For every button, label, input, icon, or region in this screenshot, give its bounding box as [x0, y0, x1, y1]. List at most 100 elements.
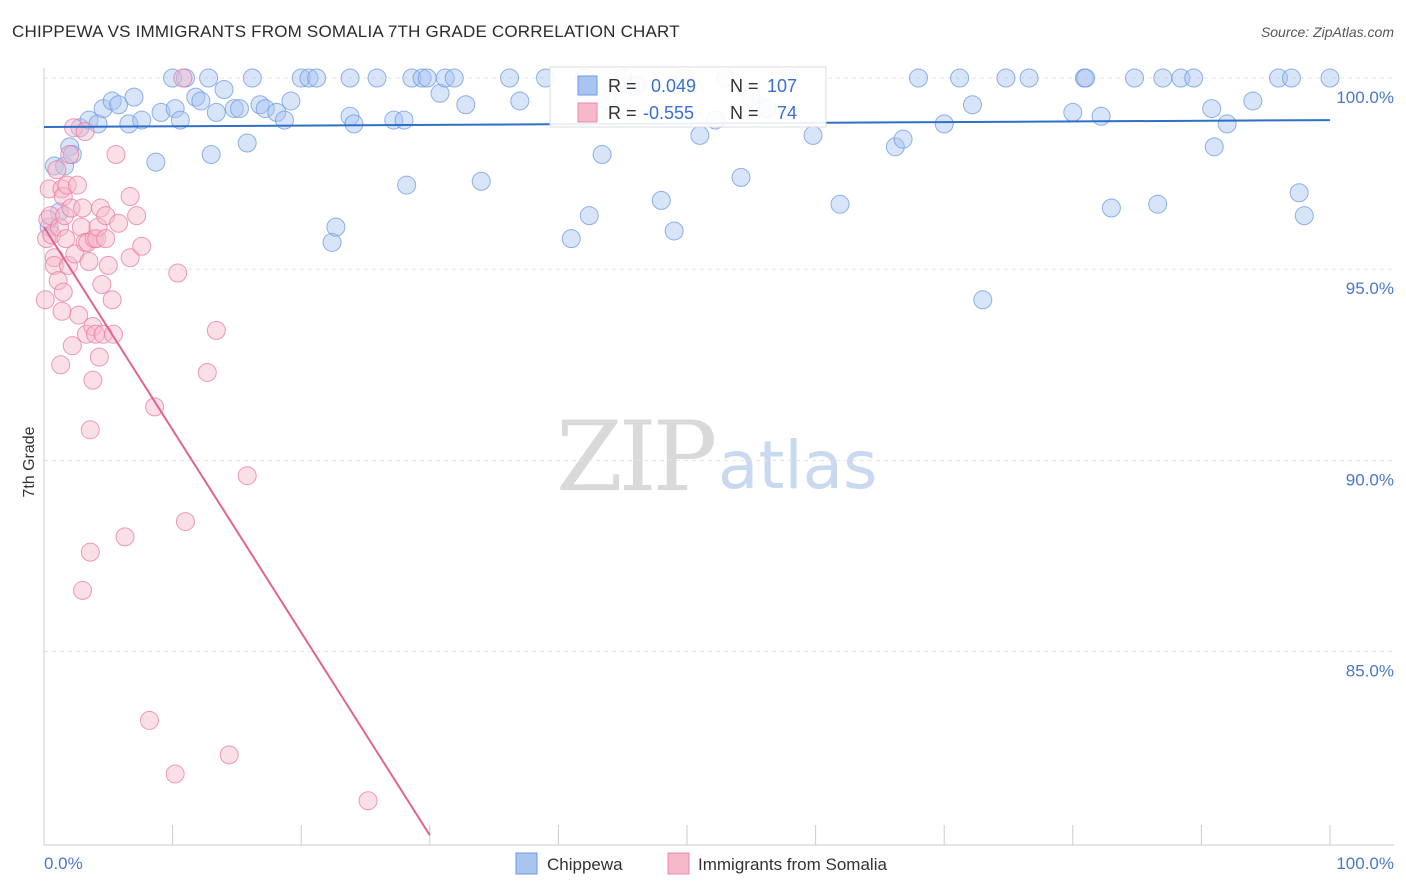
chippewa-point	[199, 68, 219, 88]
somalia-point	[98, 255, 118, 275]
bottom-legend-label-somalia: Immigrants from Somalia	[698, 855, 887, 874]
chippewa-point	[962, 95, 982, 115]
somalia-point	[127, 206, 147, 226]
chippewa-point	[664, 221, 684, 241]
y-tick-label: 90.0%	[1346, 470, 1394, 489]
chippewa-point	[186, 87, 206, 107]
bottom-legend-label-chippewa: Chippewa	[547, 855, 623, 874]
somalia-point	[73, 198, 93, 218]
bottom-legend-swatch-somalia	[667, 852, 690, 875]
chippewa-point	[109, 95, 129, 115]
somalia-point	[57, 175, 77, 195]
somalia-point	[49, 217, 69, 237]
chippewa-point	[996, 68, 1016, 88]
chippewa-point	[250, 95, 270, 115]
chippewa-point	[412, 68, 432, 88]
somalia-point	[73, 580, 93, 600]
chippewa-point	[471, 171, 491, 191]
legend-r-value-chippewa: 0.049	[651, 76, 696, 96]
legend-r-label-chippewa: R =	[608, 76, 637, 96]
somalia-point	[80, 542, 100, 562]
somalia-point	[358, 791, 378, 811]
chippewa-point	[651, 190, 671, 210]
somalia-point	[47, 160, 67, 180]
chippewa-point	[893, 129, 913, 149]
chippewa-point	[908, 68, 928, 88]
chippewa-point	[151, 102, 171, 122]
chippewa-point	[1294, 206, 1314, 226]
somalia-point	[139, 710, 159, 730]
legend-swatch-somalia	[577, 102, 598, 123]
chippewa-point	[394, 110, 414, 130]
somalia-point	[55, 206, 75, 226]
chippewa-point	[500, 68, 520, 88]
chippewa-point	[165, 99, 185, 119]
chippewa-point	[417, 68, 437, 88]
chippewa-point	[402, 68, 422, 88]
somalia-point	[165, 764, 185, 784]
somalia-point	[51, 355, 71, 375]
chippewa-point	[1153, 68, 1173, 88]
y-axis-title: 7th Grade	[21, 426, 38, 497]
somalia-point	[237, 466, 257, 486]
chippewa-point	[1184, 68, 1204, 88]
chippewa-point	[1202, 99, 1222, 119]
chippewa-point	[1217, 114, 1237, 134]
somalia-point	[69, 305, 89, 325]
x-tick-label-min: 0.0%	[44, 854, 83, 873]
somalia-point	[80, 420, 100, 440]
chippewa-point	[119, 114, 139, 134]
chippewa-point	[579, 206, 599, 226]
source-credit: Source: ZipAtlas.com	[1260, 24, 1394, 40]
legend-n-value-chippewa: 107	[767, 76, 797, 96]
chippewa-point	[191, 91, 211, 111]
chippewa-point	[206, 102, 226, 122]
chippewa-point	[124, 87, 144, 107]
somalia-point	[75, 122, 95, 142]
legend-r-value-somalia: -0.555	[643, 103, 694, 123]
chippewa-point	[224, 99, 244, 119]
chippewa-point	[1289, 183, 1309, 203]
chippewa-point	[1091, 106, 1111, 126]
somalia-point	[61, 198, 81, 218]
somalia-point	[79, 252, 99, 272]
chippewa-point	[934, 114, 954, 134]
somalia-point	[44, 255, 64, 275]
somalia-point	[145, 397, 165, 417]
chippewa-point	[307, 68, 327, 88]
chippewa-point	[885, 137, 905, 157]
y-tick-label: 85.0%	[1346, 662, 1394, 681]
somalia-point	[106, 144, 126, 164]
watermark-zip: ZIP	[556, 401, 715, 513]
y-tick-label: 100.0%	[1336, 88, 1394, 107]
somalia-point	[52, 301, 72, 321]
chippewa-point	[201, 144, 221, 164]
chippewa-point	[510, 91, 530, 111]
chippewa-point	[274, 110, 294, 130]
chippewa-point	[291, 68, 311, 88]
somalia-point	[96, 229, 116, 249]
chippewa-point	[1148, 194, 1168, 214]
somalia-point	[206, 320, 226, 340]
x-tick-labels: 0.0% 100.0%	[44, 854, 1394, 873]
somalia-point	[219, 745, 239, 765]
somalia-point	[53, 187, 73, 207]
somalia-point	[173, 68, 193, 88]
chippewa-point	[1101, 198, 1121, 218]
chippewa-point	[444, 68, 464, 88]
somalia-point	[132, 236, 152, 256]
chippewa-point	[170, 110, 190, 130]
somalia-point	[115, 527, 135, 547]
series-somalia	[35, 68, 378, 811]
chippewa-point	[146, 152, 166, 172]
somalia-point	[35, 290, 55, 310]
chippewa-point	[229, 99, 249, 119]
legend-r-label-somalia: R =	[608, 103, 637, 123]
axes	[43, 68, 1394, 846]
chippewa-point	[267, 102, 287, 122]
x-tick-label-max: 100.0%	[1336, 854, 1394, 873]
somalia-point	[168, 263, 188, 283]
somalia-point	[120, 187, 140, 207]
somalia-point	[83, 370, 103, 390]
